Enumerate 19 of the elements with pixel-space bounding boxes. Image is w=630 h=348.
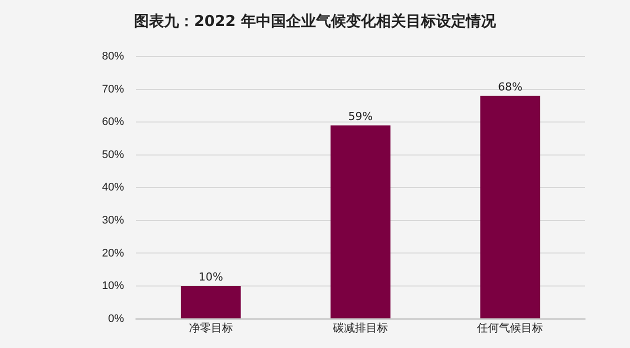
y-tick-label: 10% (102, 280, 124, 292)
y-tick-label: 20% (102, 247, 124, 260)
bar (180, 286, 241, 318)
y-tick-label: 30% (102, 214, 124, 227)
y-tick-label: 70% (102, 83, 124, 96)
y-tick-label: 80% (102, 50, 124, 63)
bar (330, 125, 390, 318)
y-tick-label: 40% (102, 182, 124, 194)
y-tick-label: 50% (102, 148, 124, 161)
data-label: 10% (198, 270, 224, 284)
data-label: 59% (348, 110, 373, 123)
x-tick-label: 任何气候目标 (476, 322, 544, 334)
x-tick-label: 碳减排目标 (332, 321, 388, 334)
y-tick-label: 60% (102, 116, 124, 128)
chart-title: 图表九：2022 年中国企业气候变化相关目标设定情况 (133, 12, 497, 31)
data-label: 68% (498, 80, 522, 94)
y-tick-label: 0% (108, 312, 124, 325)
bar (480, 96, 540, 318)
x-tick-label: 净零目标 (188, 322, 233, 334)
